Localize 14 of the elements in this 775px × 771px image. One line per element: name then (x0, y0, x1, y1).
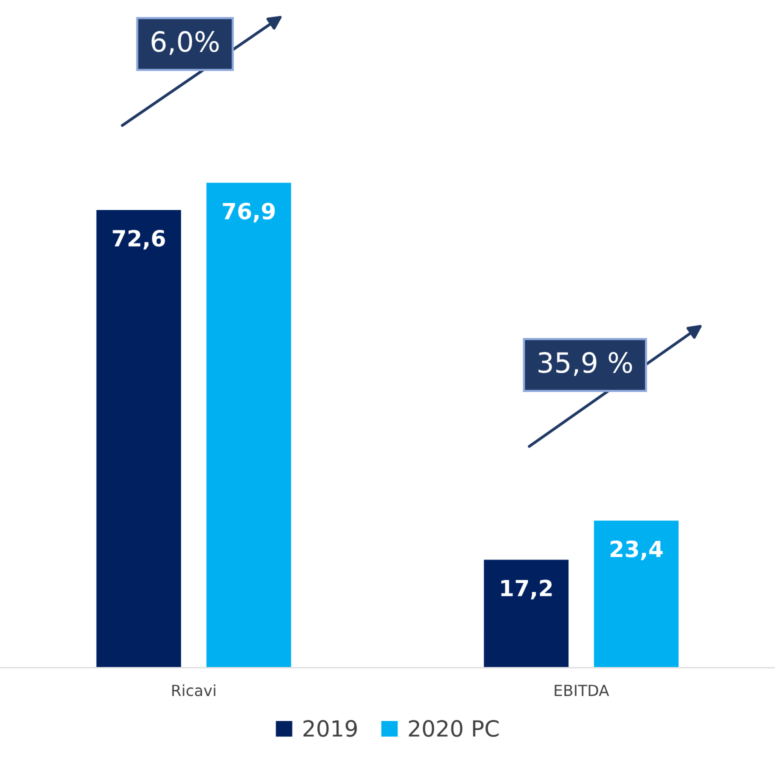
legend-label: 2020 PC (408, 720, 499, 737)
x-tick-label: EBITDA (554, 684, 610, 696)
bar (592, 519, 680, 668)
annotation: 35,9 % (538, 352, 632, 376)
bar (482, 558, 570, 668)
data-label: 76,9 (222, 202, 275, 222)
x-tick-label: Ricavi (172, 684, 216, 696)
bar (205, 181, 292, 668)
legend-label: 2019 (303, 720, 357, 737)
data-label: 17,2 (501, 580, 552, 600)
data-label: 72,6 (112, 230, 165, 250)
bar (95, 208, 182, 668)
data-label: 23,4 (610, 540, 663, 560)
text: 6,0% (152, 31, 219, 55)
